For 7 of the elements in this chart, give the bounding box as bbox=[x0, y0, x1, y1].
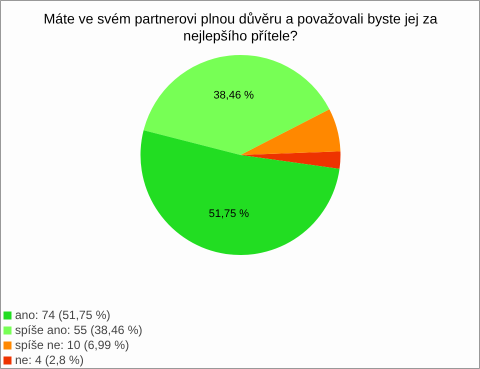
legend-label: ano: 74 (51,75 %) bbox=[15, 308, 110, 322]
chart-title: Máte ve svém partnerovi plnou důvěru a považovali byste jej za nejlepšího přítele? bbox=[44, 10, 438, 44]
legend-label: spíše ano: 55 (38,46 %) bbox=[15, 323, 142, 337]
data-label: 38,46 % bbox=[214, 89, 254, 102]
legend-label: spíše ne: 10 (6,99 %) bbox=[15, 338, 130, 352]
legend-label: ne: 4 (2,8 %) bbox=[15, 353, 84, 367]
data-label: 51,75 % bbox=[208, 208, 250, 220]
